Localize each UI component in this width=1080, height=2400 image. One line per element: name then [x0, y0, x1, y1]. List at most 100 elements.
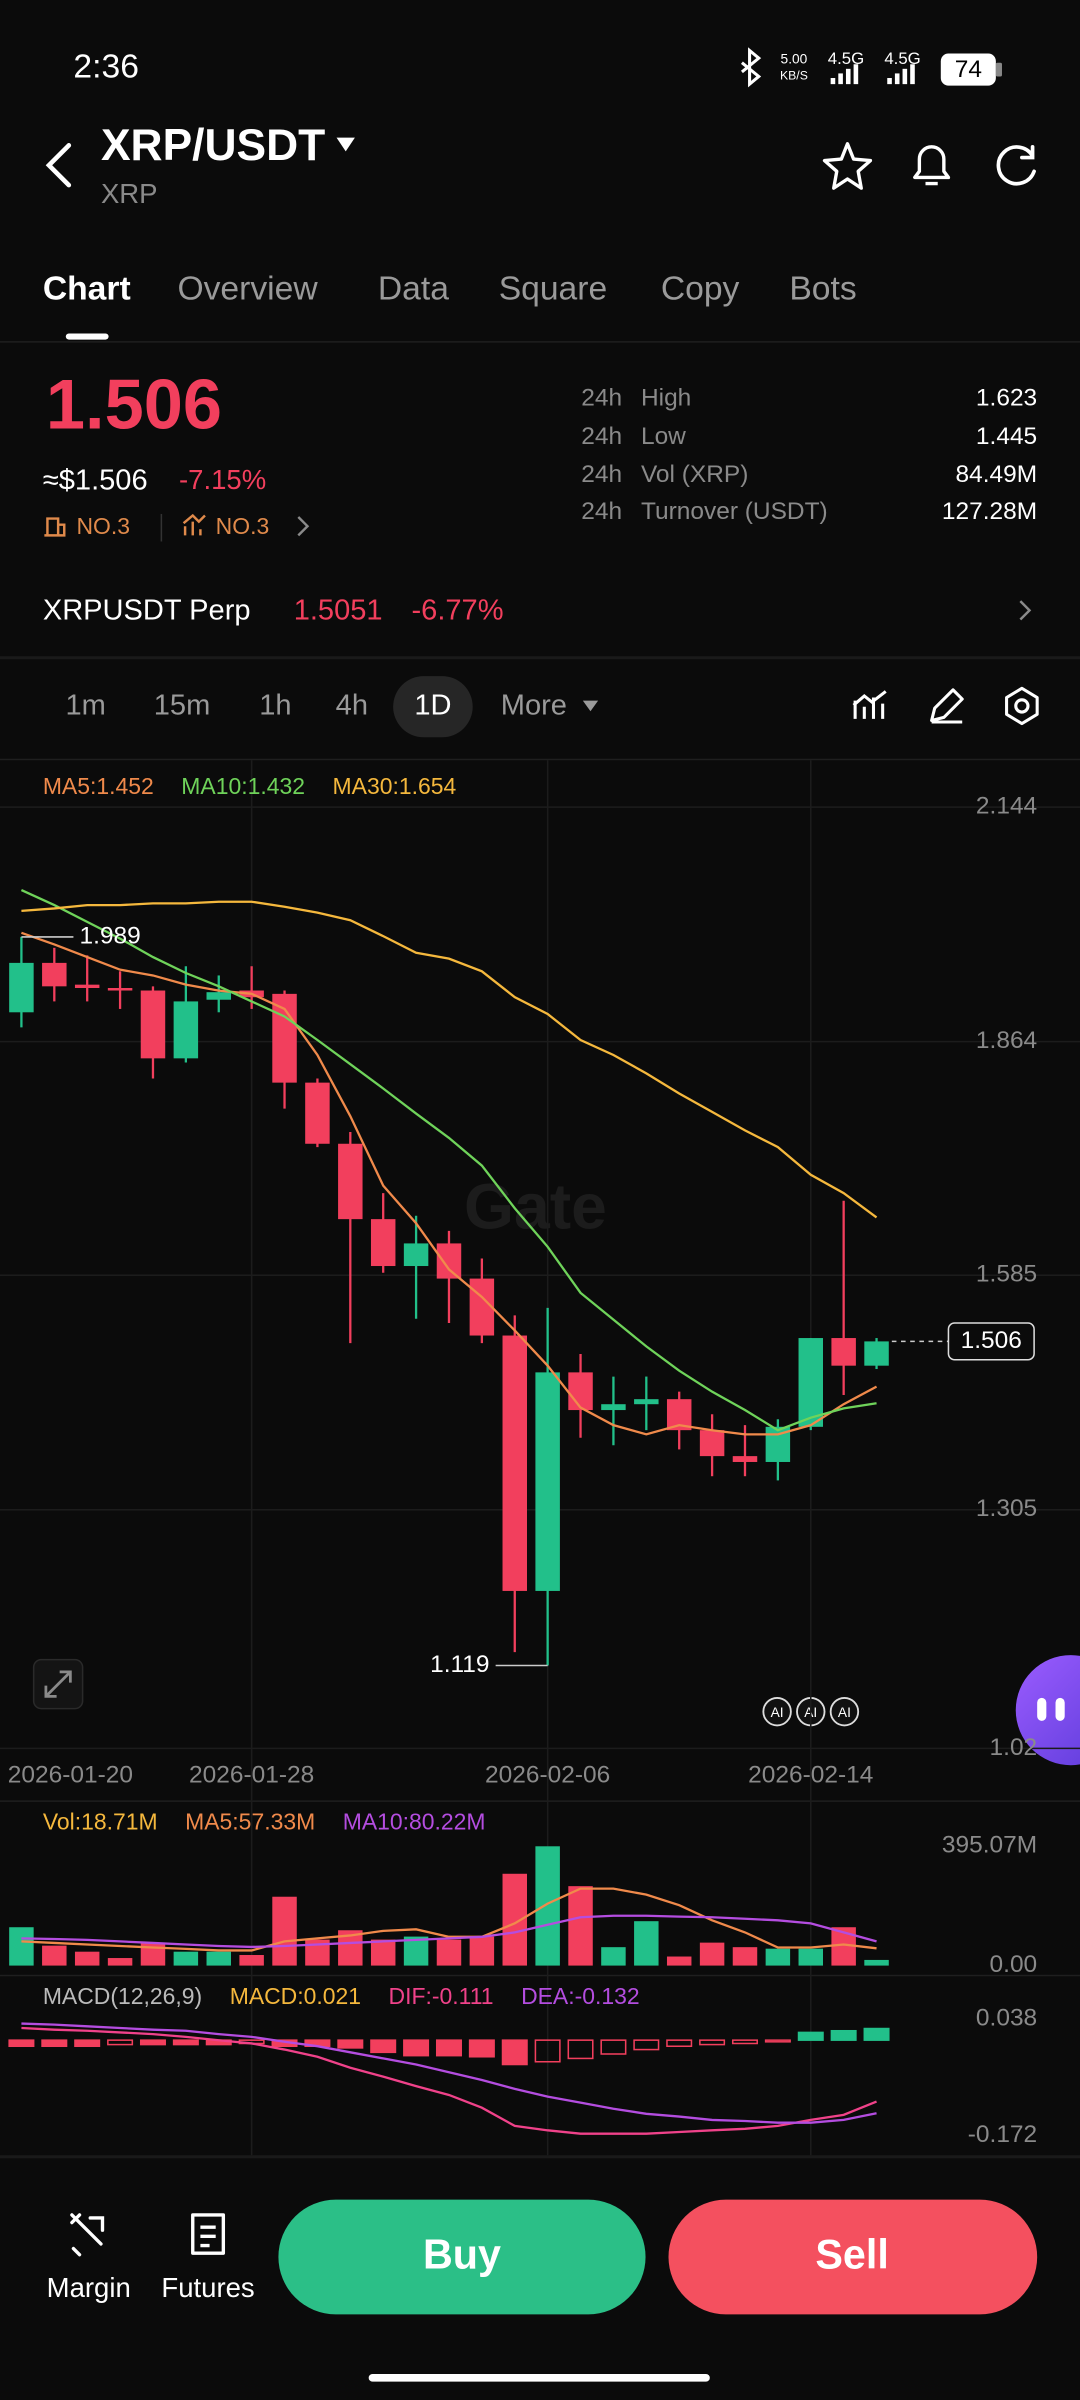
alert-icon[interactable] — [913, 145, 951, 186]
candle-body — [864, 1341, 889, 1366]
y-tick-label: 0.038 — [976, 2005, 1037, 2032]
futures-icon[interactable] — [191, 2213, 226, 2255]
pair-title[interactable]: XRP/USDT — [101, 121, 325, 170]
indicator-icon[interactable] — [852, 690, 887, 719]
back-button[interactable] — [45, 143, 72, 188]
candle-body — [9, 962, 34, 1013]
volume-bar — [765, 1948, 791, 1966]
tab-indicator — [65, 333, 109, 340]
timeframe-more-arrow[interactable] — [582, 700, 599, 712]
candle-body — [206, 992, 231, 1000]
stat-value: 1.623 — [976, 385, 1037, 412]
settings-icon[interactable] — [1005, 686, 1039, 726]
volume-bar — [74, 1951, 100, 1966]
ma-line — [21, 931, 878, 1436]
candle-body — [798, 1338, 824, 1427]
draw-icon[interactable] — [930, 688, 964, 724]
perp-chevron[interactable] — [1019, 600, 1032, 621]
volume-bar — [272, 1896, 297, 1966]
timeframe[interactable]: 1D — [414, 689, 451, 721]
futures-label[interactable]: Futures — [161, 2272, 254, 2303]
tab[interactable]: Data — [378, 271, 449, 308]
margin-label[interactable]: Margin — [47, 2272, 131, 2303]
signal-label: 4.5G — [828, 49, 864, 68]
y-tick-label: 1.585 — [976, 1261, 1037, 1288]
timeframe-more[interactable]: More — [501, 689, 567, 721]
volume-bar — [732, 1947, 758, 1966]
candle-body — [732, 1456, 758, 1462]
tab[interactable]: Bots — [789, 271, 856, 308]
tab[interactable]: Overview — [177, 271, 318, 308]
stat-period: 24h — [581, 461, 622, 488]
macd-bar — [370, 2039, 397, 2054]
timeframe[interactable]: 1m — [65, 689, 105, 721]
divider — [0, 2155, 1080, 2159]
volume-bar — [403, 1936, 429, 1966]
tab[interactable]: Square — [499, 271, 607, 308]
macd-bar — [764, 2039, 791, 2043]
candle-body — [140, 990, 166, 1059]
macd-bar — [534, 2039, 561, 2063]
rank-chevron[interactable] — [297, 516, 310, 537]
stat-label: Vol (XRP) — [641, 461, 748, 488]
perp-name[interactable]: XRPUSDT Perp — [43, 595, 251, 627]
high-marker-label: 1.989 — [80, 922, 141, 949]
macd-bar — [567, 2039, 594, 2060]
watermark: Gate — [464, 1170, 607, 1242]
candle-body — [107, 988, 133, 991]
margin-icon[interactable] — [70, 2213, 105, 2257]
current-price-box — [947, 1322, 1035, 1361]
net-speed: 5.00 — [781, 51, 808, 66]
x-tick-label: 2026-02-14 — [748, 1761, 873, 1788]
macd-bar — [8, 2039, 35, 2048]
ma-line — [20, 889, 877, 1432]
ai-badge[interactable] — [829, 1696, 860, 1727]
buy-label[interactable]: Buy — [423, 2232, 501, 2278]
rank[interactable]: NO.3 — [216, 513, 270, 539]
ai-badge-label: AI — [771, 1705, 784, 1720]
tab[interactable]: Chart — [43, 271, 131, 308]
ai-badge[interactable] — [762, 1696, 792, 1727]
buy-button[interactable] — [278, 2199, 646, 2315]
legend-entry: MACD(12,26,9) — [43, 1983, 202, 2009]
rank[interactable]: NO.3 — [76, 513, 130, 539]
timeframe[interactable]: 15m — [154, 689, 211, 721]
signal-bars — [887, 64, 915, 85]
pair-base: XRP — [101, 178, 158, 209]
timeframe[interactable]: 1h — [259, 689, 291, 721]
macd-bar — [107, 2039, 134, 2046]
candle-body — [436, 1243, 462, 1279]
macd-bar — [830, 2029, 857, 2041]
macd-bar — [403, 2039, 430, 2057]
candle-body — [272, 993, 297, 1083]
divider — [0, 1974, 1080, 1977]
pair-dropdown[interactable] — [336, 137, 355, 152]
candle-body — [502, 1335, 527, 1591]
perp-price: 1.5051 — [294, 595, 383, 627]
stat-value: 84.49M — [956, 461, 1038, 488]
sell-label[interactable]: Sell — [815, 2232, 888, 2278]
y-tick-label: 395.07M — [942, 1832, 1037, 1859]
fullscreen-icon — [44, 1670, 72, 1698]
tab[interactable]: Copy — [661, 271, 740, 308]
refresh-icon[interactable] — [996, 145, 1036, 186]
macd-bar — [731, 2039, 758, 2045]
volume-bar — [436, 1939, 462, 1966]
macd-bar — [139, 2039, 166, 2046]
stat-label: Turnover (USDT) — [641, 498, 828, 525]
stat-label: High — [641, 385, 691, 412]
favorite-icon[interactable] — [822, 142, 873, 190]
divider — [0, 758, 1080, 761]
volume-bar — [568, 1886, 593, 1966]
volume-bar — [798, 1948, 824, 1966]
macd-bar — [501, 2039, 528, 2066]
assistant-bubble[interactable] — [1015, 1655, 1080, 1766]
macd-line — [21, 2026, 877, 2135]
candle-body — [831, 1338, 856, 1366]
candle-body — [469, 1278, 495, 1336]
sell-button[interactable] — [668, 2199, 1038, 2315]
candle-body — [370, 1219, 396, 1267]
timeframe[interactable]: 4h — [336, 689, 368, 721]
